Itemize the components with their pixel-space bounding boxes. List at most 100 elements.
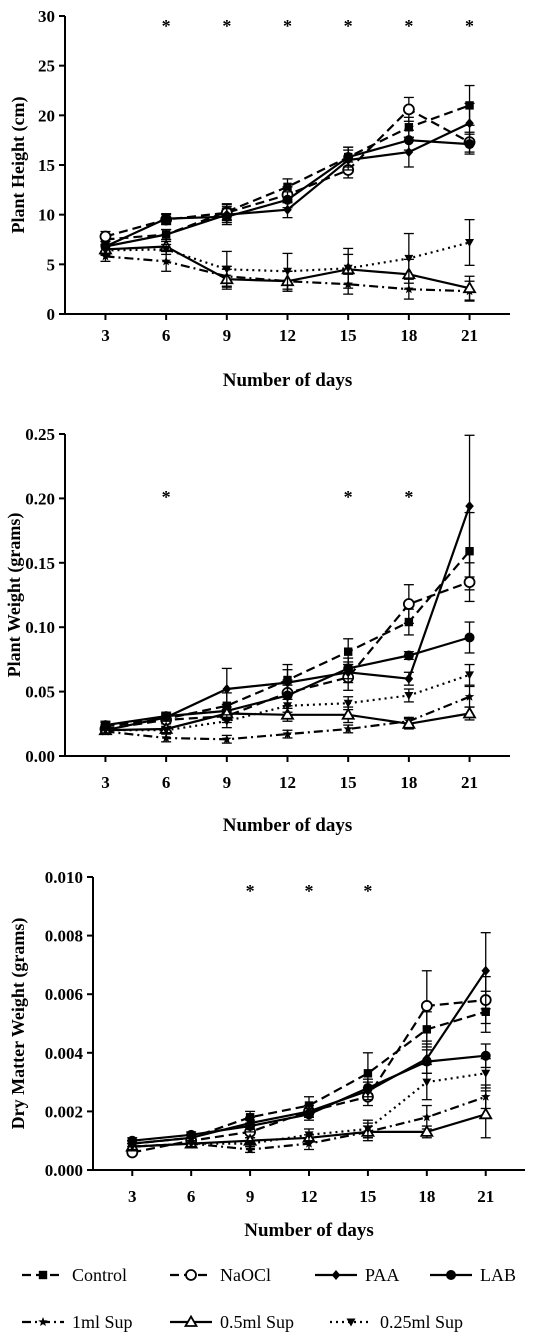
y-tick-label: 0.00 <box>25 747 55 766</box>
x-tick-label: 3 <box>101 326 110 345</box>
x-tick-label: 18 <box>400 773 417 792</box>
x-tick-label: 3 <box>128 1187 137 1206</box>
y-axis-label: Dry Matter Weight (grams) <box>8 918 29 1130</box>
data-point <box>127 1143 137 1152</box>
data-point <box>282 194 293 205</box>
data-point <box>304 1138 314 1148</box>
x-tick-label: 6 <box>162 326 171 345</box>
data-point <box>343 264 353 273</box>
data-point <box>161 726 171 735</box>
legend-marker <box>183 1314 199 1327</box>
data-point <box>481 965 491 976</box>
series-control <box>100 84 475 246</box>
significance-marker: * <box>344 487 353 507</box>
x-tick-label: 3 <box>101 773 110 792</box>
legend-marker <box>185 1269 197 1281</box>
data-point <box>404 673 414 684</box>
data-point <box>403 135 414 146</box>
data-point <box>161 711 172 722</box>
data-point <box>245 1144 255 1154</box>
data-point <box>221 211 232 222</box>
data-point <box>363 1069 373 1078</box>
data-point <box>343 152 354 163</box>
y-tick-label: 0.15 <box>25 554 55 573</box>
legend-label: 1ml Sup <box>72 1312 133 1332</box>
y-tick-label: 0.05 <box>25 683 55 702</box>
y-axis-label: Plant Height (cm) <box>8 97 29 234</box>
data-point <box>343 699 353 708</box>
data-point <box>100 246 110 255</box>
legend-label: 0.25ml Sup <box>380 1312 463 1332</box>
y-tick-label: 0.002 <box>45 1102 83 1121</box>
y-tick-label: 0.004 <box>45 1044 84 1063</box>
legend-marker <box>38 1317 48 1327</box>
data-point <box>222 265 232 274</box>
data-point <box>280 707 295 720</box>
x-axis-label: Number of days <box>244 1220 374 1241</box>
data-point <box>343 647 353 656</box>
data-point <box>245 1140 255 1149</box>
series-line <box>132 1010 487 1145</box>
series-naocl <box>99 96 476 243</box>
data-point <box>161 245 171 254</box>
legend-label: Control <box>72 1265 127 1285</box>
series-0-25ml-sup <box>100 663 475 735</box>
y-tick-label: 0.006 <box>45 985 83 1004</box>
y-tick-label: 0.008 <box>45 927 83 946</box>
data-point <box>363 1125 373 1134</box>
data-point <box>161 213 172 224</box>
data-point <box>481 1069 491 1078</box>
data-point <box>422 1078 432 1087</box>
series-lab <box>100 129 475 253</box>
significance-marker: * <box>363 881 372 901</box>
x-tick-label: 9 <box>246 1187 255 1206</box>
chart-2: 0.00 0.05 0.10 0.15 0.20 0.25 3 6 9 12 15 18 21 Numbe… <box>4 425 510 836</box>
x-tick-label: 15 <box>340 326 357 345</box>
series-lab <box>100 621 475 731</box>
data-point <box>343 663 354 674</box>
data-point <box>362 1082 373 1093</box>
y-tick-label: 15 <box>38 156 55 175</box>
series-line <box>105 104 470 241</box>
x-tick-label: 12 <box>279 326 296 345</box>
legend-marker <box>38 1270 48 1280</box>
data-point <box>465 238 475 247</box>
data-point <box>222 717 232 726</box>
data-point <box>222 684 232 695</box>
data-point <box>282 729 293 739</box>
legend-item-naocl: NaOCl <box>170 1265 271 1285</box>
y-tick-label: 25 <box>38 57 55 76</box>
x-tick-label: 21 <box>461 773 478 792</box>
data-point <box>222 734 232 744</box>
legend-item-control: Control <box>22 1265 127 1285</box>
legend-label: NaOCl <box>220 1265 271 1285</box>
x-tick-label: 18 <box>400 326 417 345</box>
significance-marker: * <box>162 16 171 36</box>
significance-marker: * <box>465 16 474 36</box>
x-tick-label: 9 <box>223 773 232 792</box>
data-point <box>401 716 416 729</box>
x-tick-label: 15 <box>340 773 357 792</box>
x-axis-label: Number of days <box>223 815 353 836</box>
significance-marker: * <box>344 16 353 36</box>
data-point <box>403 650 414 661</box>
data-point <box>99 230 112 243</box>
y-tick-label: 10 <box>38 206 55 225</box>
x-tick-label: 21 <box>477 1187 494 1206</box>
series-0-25ml-sup <box>127 1058 491 1152</box>
data-point <box>283 267 292 276</box>
legend-item-paa: PAA <box>315 1265 399 1285</box>
x-tick-label: 6 <box>187 1187 196 1206</box>
x-tick-label: 6 <box>162 773 171 792</box>
data-point <box>419 1124 434 1137</box>
series-0-25ml-sup <box>100 218 475 290</box>
x-tick-label: 12 <box>279 773 296 792</box>
x-tick-label: 12 <box>301 1187 318 1206</box>
data-point <box>420 1000 433 1012</box>
data-point <box>464 691 475 701</box>
legend-marker <box>346 1318 356 1327</box>
data-point <box>161 229 171 240</box>
y-tick-label: 0.000 <box>45 1161 83 1180</box>
data-point <box>100 726 110 735</box>
